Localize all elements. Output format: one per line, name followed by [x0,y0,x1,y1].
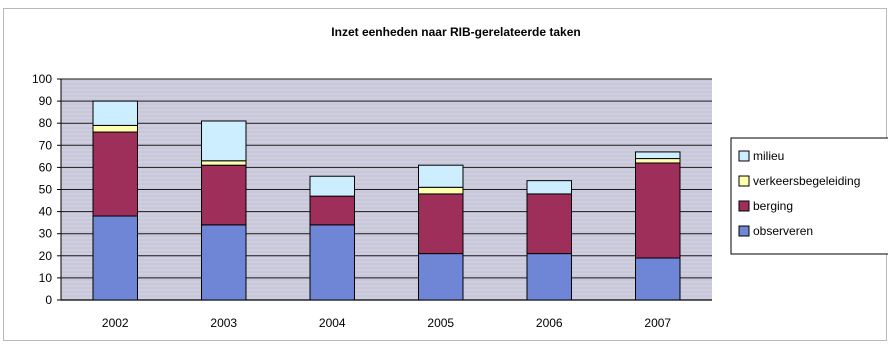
legend-label-verkeersbegeleiding: verkeersbegeleiding [753,174,860,188]
bar-segment-berging-2004 [309,195,355,226]
x-tick-label: 2006 [536,316,563,330]
bar-segment-milieu-2005 [418,164,464,188]
legend-label-observeren: observeren [753,224,813,238]
bar-segment-observeren-2005 [418,253,464,301]
legend-label-milieu: milieu [753,149,784,163]
legend-swatch-observeren [738,225,750,237]
y-tick-label: 0 [45,293,52,307]
bar-segment-observeren-2007 [635,257,681,301]
bar-segment-observeren-2002 [92,215,138,301]
y-tick-label: 60 [39,160,53,174]
y-tick-label: 90 [39,94,53,108]
bar-segment-milieu-2004 [309,175,355,197]
bar-segment-berging-2005 [418,193,464,255]
chart-title: Inzet eenheden naar RIB-gerelateerde tak… [331,25,580,39]
bar-segment-berging-2002 [92,131,138,217]
y-tick-label: 20 [39,249,53,263]
bar-segment-milieu-2002 [92,100,138,126]
bar-segment-observeren-2004 [309,224,355,301]
legend-box [730,137,888,255]
bar-segment-verkeersbegeleiding-2007 [635,158,681,164]
bar-segment-berging-2006 [526,193,572,255]
bar-segment-berging-2007 [635,162,681,259]
bar-segment-milieu-2007 [635,151,681,160]
bar-segment-berging-2003 [201,164,247,226]
bar-segment-observeren-2003 [201,224,247,301]
y-tick-label: 80 [39,116,53,130]
y-tick-label: 100 [32,72,52,86]
x-tick-label: 2007 [644,316,671,330]
x-tick-label: 2005 [427,316,454,330]
bar-segment-verkeersbegeleiding-2003 [201,160,247,166]
x-tick-label: 2004 [319,316,346,330]
bar-segment-verkeersbegeleiding-2002 [92,124,138,133]
y-tick-label: 30 [39,227,53,241]
bar-segment-verkeersbegeleiding-2005 [418,186,464,195]
legend-swatch-berging [738,200,750,212]
legend: milieu verkeersbegeleiding berging observer… [730,137,888,255]
bar-segment-milieu-2003 [201,120,247,162]
y-tick-label: 50 [39,183,53,197]
x-tick-label: 2003 [210,316,237,330]
chart-svg: Inzet eenheden naar RIB-gerelateerde tak… [32,25,888,330]
x-tick-label: 2002 [102,316,129,330]
bar-segment-milieu-2006 [526,180,572,195]
y-tick-label: 70 [39,138,53,152]
plot-area: 0 10 20 30 40 50 60 70 80 90 100 2002 2003 2004 2005 20… [32,72,712,330]
bar-segment-observeren-2006 [526,253,572,301]
y-tick-label: 10 [39,271,53,285]
chart-frame: Inzet eenheden naar RIB-gerelateerde tak… [3,8,888,341]
legend-swatch-milieu [738,150,750,162]
y-tick-label: 40 [39,205,53,219]
legend-swatch-verkeersbegeleiding [738,175,750,187]
legend-label-berging: berging [753,199,793,213]
